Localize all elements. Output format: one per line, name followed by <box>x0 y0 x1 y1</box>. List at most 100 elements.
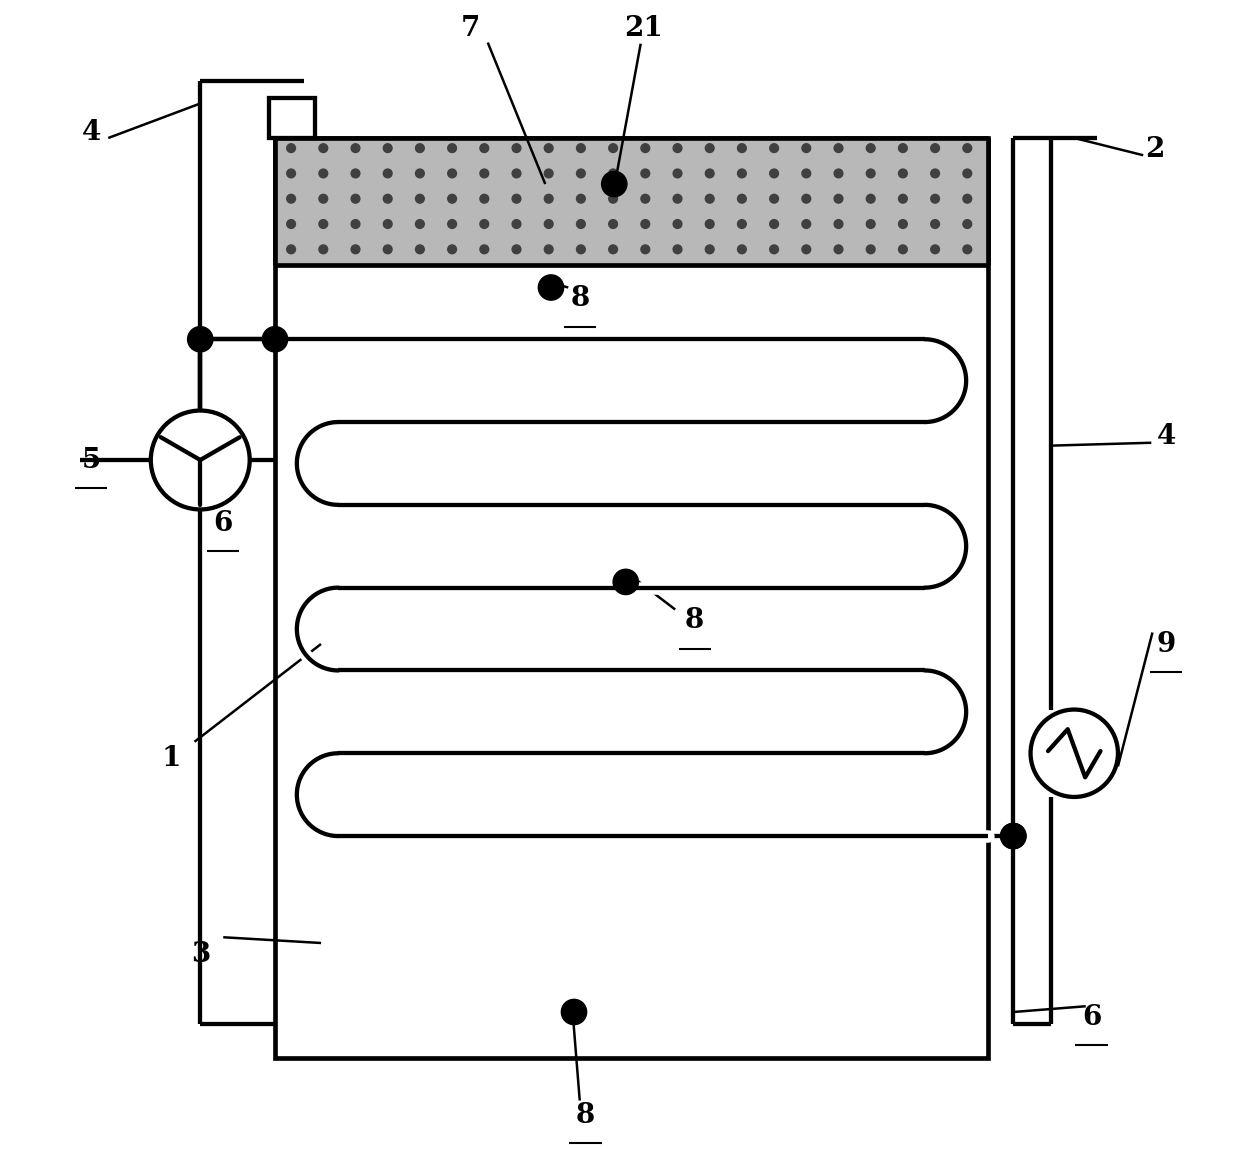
Circle shape <box>263 327 288 352</box>
Circle shape <box>319 245 327 254</box>
Circle shape <box>802 169 811 178</box>
Circle shape <box>802 245 811 254</box>
Text: 4: 4 <box>82 118 100 146</box>
Circle shape <box>383 194 392 204</box>
Circle shape <box>286 220 295 229</box>
Circle shape <box>544 245 553 254</box>
Circle shape <box>835 245 843 254</box>
Text: 9: 9 <box>1157 630 1176 658</box>
Circle shape <box>770 144 779 153</box>
Circle shape <box>673 220 682 229</box>
Circle shape <box>931 245 940 254</box>
Circle shape <box>415 144 424 153</box>
Circle shape <box>770 220 779 229</box>
Circle shape <box>1001 823 1025 849</box>
Circle shape <box>577 220 585 229</box>
Circle shape <box>802 194 811 204</box>
Circle shape <box>286 144 295 153</box>
Circle shape <box>706 245 714 254</box>
Text: 3: 3 <box>191 941 210 968</box>
Circle shape <box>544 144 553 153</box>
Circle shape <box>187 327 213 352</box>
Circle shape <box>286 169 295 178</box>
Circle shape <box>286 245 295 254</box>
Circle shape <box>641 245 650 254</box>
Circle shape <box>538 275 564 300</box>
Circle shape <box>963 220 972 229</box>
Circle shape <box>577 245 585 254</box>
Circle shape <box>319 144 327 153</box>
Circle shape <box>641 144 650 153</box>
Circle shape <box>835 144 843 153</box>
Circle shape <box>415 245 424 254</box>
Circle shape <box>351 245 360 254</box>
Circle shape <box>577 144 585 153</box>
Circle shape <box>351 220 360 229</box>
Circle shape <box>641 169 650 178</box>
Circle shape <box>802 220 811 229</box>
Text: 8: 8 <box>570 285 589 313</box>
Circle shape <box>577 169 585 178</box>
Circle shape <box>931 144 940 153</box>
Circle shape <box>963 194 972 204</box>
Circle shape <box>706 144 714 153</box>
Circle shape <box>415 169 424 178</box>
Circle shape <box>738 220 746 229</box>
Circle shape <box>562 999 587 1025</box>
Circle shape <box>641 194 650 204</box>
Text: 8: 8 <box>575 1102 595 1129</box>
Circle shape <box>673 194 682 204</box>
Circle shape <box>577 194 585 204</box>
Circle shape <box>480 194 489 204</box>
Circle shape <box>448 220 456 229</box>
Circle shape <box>601 171 627 197</box>
Circle shape <box>609 220 618 229</box>
Circle shape <box>835 169 843 178</box>
Text: 1: 1 <box>161 745 181 773</box>
Circle shape <box>867 194 875 204</box>
Circle shape <box>544 194 553 204</box>
Circle shape <box>641 220 650 229</box>
Circle shape <box>673 169 682 178</box>
Circle shape <box>931 169 940 178</box>
Circle shape <box>867 220 875 229</box>
Circle shape <box>706 220 714 229</box>
Circle shape <box>448 169 456 178</box>
Circle shape <box>867 245 875 254</box>
Circle shape <box>383 169 392 178</box>
Circle shape <box>351 194 360 204</box>
Circle shape <box>770 169 779 178</box>
Circle shape <box>706 194 714 204</box>
Circle shape <box>351 169 360 178</box>
Circle shape <box>351 144 360 153</box>
Circle shape <box>286 194 295 204</box>
Text: 6: 6 <box>1081 1004 1101 1032</box>
Circle shape <box>899 169 908 178</box>
Circle shape <box>802 144 811 153</box>
Text: 5: 5 <box>82 446 100 474</box>
Circle shape <box>899 245 908 254</box>
Circle shape <box>867 169 875 178</box>
Text: 6: 6 <box>213 509 233 537</box>
Circle shape <box>673 144 682 153</box>
Circle shape <box>963 144 972 153</box>
Circle shape <box>1001 823 1025 849</box>
Circle shape <box>480 220 489 229</box>
Circle shape <box>867 144 875 153</box>
Circle shape <box>963 169 972 178</box>
Circle shape <box>963 245 972 254</box>
Circle shape <box>609 245 618 254</box>
Circle shape <box>738 144 746 153</box>
Circle shape <box>383 245 392 254</box>
Circle shape <box>770 245 779 254</box>
Circle shape <box>899 194 908 204</box>
Circle shape <box>480 245 489 254</box>
Circle shape <box>931 194 940 204</box>
Circle shape <box>512 169 521 178</box>
Circle shape <box>544 220 553 229</box>
Circle shape <box>448 194 456 204</box>
Circle shape <box>383 220 392 229</box>
Circle shape <box>512 194 521 204</box>
Circle shape <box>319 169 327 178</box>
Circle shape <box>512 220 521 229</box>
